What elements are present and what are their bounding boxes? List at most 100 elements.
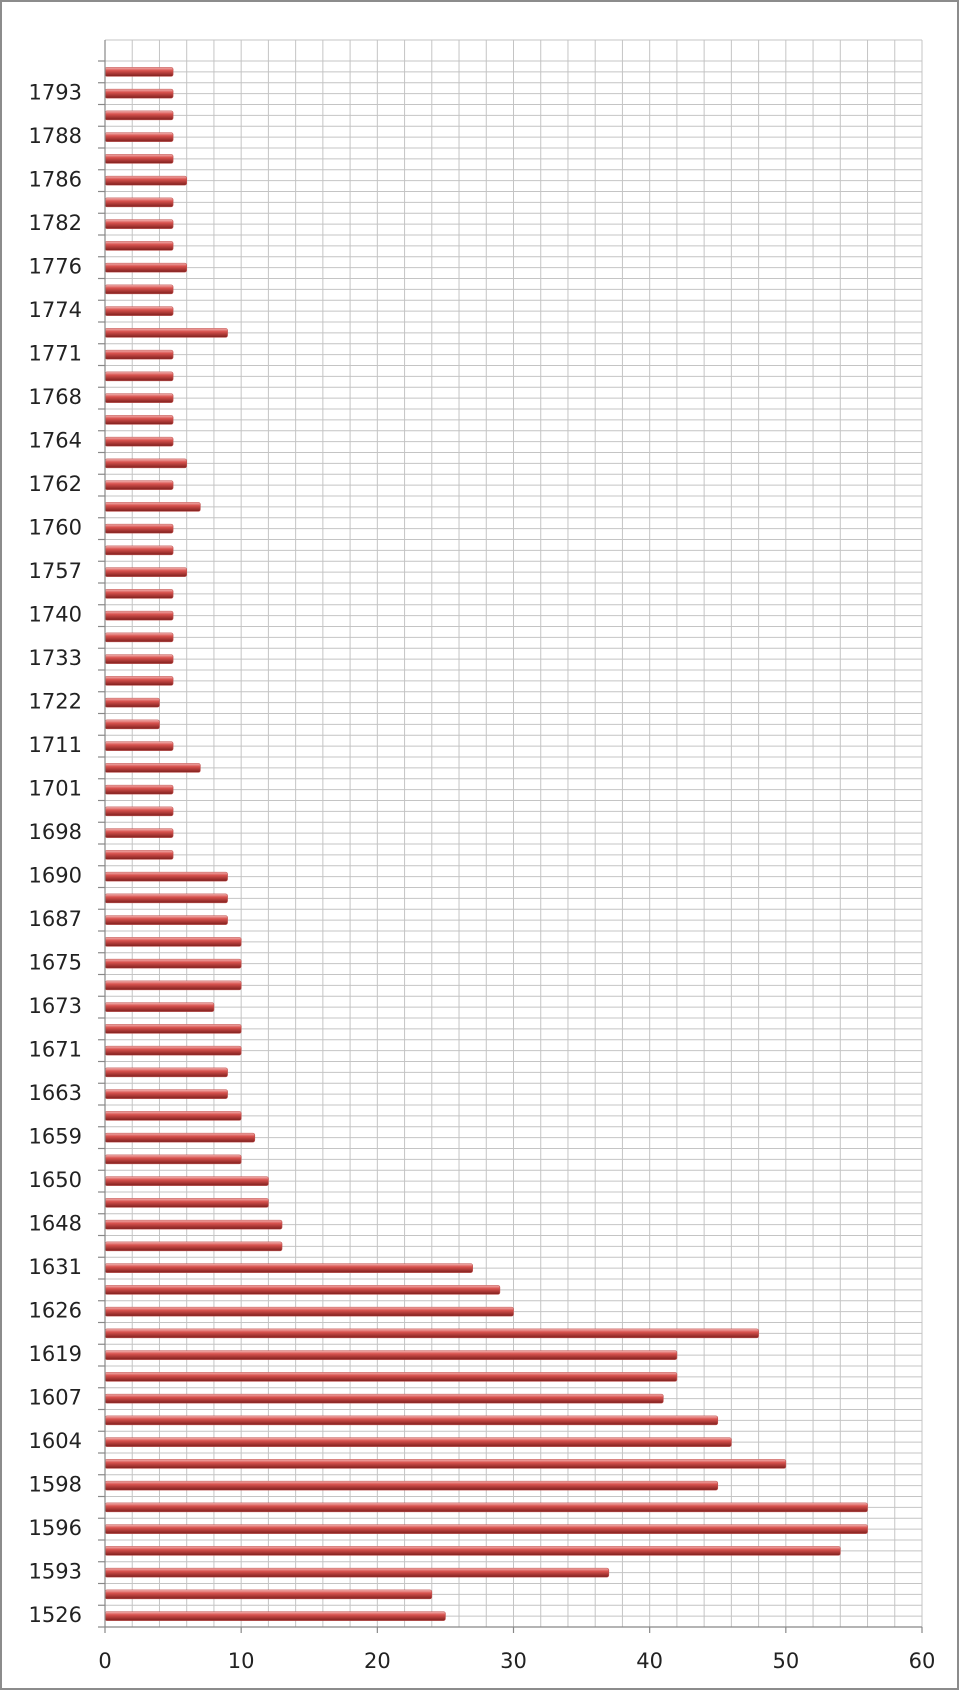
bar [104, 1045, 242, 1056]
y-tick-label: 1762 [29, 472, 82, 496]
bar [104, 1480, 719, 1491]
y-tick-label: 1526 [29, 1603, 82, 1627]
bar [104, 1611, 446, 1621]
bar [104, 632, 174, 643]
bar [104, 154, 174, 164]
bar [104, 1372, 678, 1382]
bar [104, 502, 201, 512]
y-tick-label: 1675 [29, 951, 82, 975]
bar [104, 371, 174, 382]
y-tick-label: 1650 [29, 1168, 82, 1192]
bar [104, 436, 174, 447]
bar [104, 1002, 215, 1012]
y-tick-label: 1648 [29, 1212, 82, 1236]
bar [104, 719, 160, 730]
bar [104, 1198, 269, 1208]
bar [104, 1546, 841, 1556]
bar [104, 1285, 501, 1295]
y-tick-label: 1740 [29, 603, 82, 627]
y-tick-label: 1760 [29, 516, 82, 540]
y-tick-label: 1722 [29, 690, 82, 714]
bar [104, 1350, 678, 1360]
y-tick-label: 1607 [29, 1386, 82, 1410]
y-tick-label: 1690 [29, 864, 82, 888]
bar [104, 349, 174, 360]
bar [104, 1089, 228, 1099]
bar [104, 67, 174, 77]
bar [104, 980, 242, 991]
y-tick-label: 1701 [29, 777, 82, 801]
bar [104, 241, 174, 251]
bar [104, 480, 174, 490]
bar [104, 763, 201, 773]
x-tick-label: 0 [98, 1649, 111, 1673]
bar [104, 676, 174, 686]
bar [104, 1459, 787, 1469]
y-tick-label: 1659 [29, 1125, 82, 1149]
x-tick-label: 60 [909, 1649, 936, 1673]
bar [104, 219, 174, 229]
bar [104, 1502, 868, 1513]
x-tick-label: 50 [772, 1649, 799, 1673]
x-tick-label: 20 [364, 1649, 391, 1673]
bar [104, 893, 228, 904]
y-tick-label: 1776 [29, 255, 82, 279]
x-tick-label: 40 [636, 1649, 663, 1673]
marks [104, 67, 868, 1621]
bar [104, 306, 174, 316]
y-tick-label: 1631 [29, 1255, 82, 1279]
bar [104, 589, 174, 599]
y-tick-label: 1733 [29, 646, 82, 670]
bar [104, 567, 187, 577]
bar [104, 1219, 283, 1230]
bar [104, 806, 174, 817]
bar [104, 1176, 269, 1186]
y-tick-label: 1764 [29, 429, 82, 453]
y-tick-label: 1619 [29, 1342, 82, 1366]
y-tick-label: 1771 [29, 342, 82, 366]
bar [104, 828, 174, 838]
y-tick-label: 1757 [29, 559, 82, 583]
y-tick-label: 1768 [29, 385, 82, 409]
bar [104, 1263, 473, 1273]
bar [104, 328, 228, 338]
bar [104, 958, 242, 969]
bar [104, 1415, 719, 1426]
bar [104, 1567, 610, 1578]
bar [104, 1067, 228, 1078]
y-tick-label: 1687 [29, 907, 82, 931]
bar [104, 1132, 256, 1143]
bar [104, 458, 187, 469]
bar [104, 937, 242, 947]
y-tick-label: 1786 [29, 168, 82, 192]
bar [104, 284, 174, 295]
y-tick-label: 1626 [29, 1299, 82, 1323]
bar [104, 610, 174, 621]
y-tick-label: 1598 [29, 1473, 82, 1497]
bar [104, 1241, 283, 1252]
x-tick-label: 10 [228, 1649, 255, 1673]
bar [104, 415, 174, 425]
y-tick-label: 1774 [29, 298, 82, 322]
bar [104, 1524, 868, 1534]
bar [104, 784, 174, 795]
bar [104, 110, 174, 121]
bar [104, 1589, 433, 1600]
bar [104, 1306, 514, 1317]
bar [104, 915, 228, 925]
bar [104, 262, 187, 273]
y-tick-label: 1673 [29, 994, 82, 1018]
bar [104, 1154, 242, 1165]
bar [104, 1437, 732, 1447]
bar [104, 393, 174, 403]
bar [104, 697, 160, 708]
bar [104, 1393, 664, 1404]
bar [104, 741, 174, 751]
bar [104, 132, 174, 142]
bar [104, 871, 228, 882]
y-tick-label: 1604 [29, 1429, 82, 1453]
y-tick-label: 1793 [29, 81, 82, 105]
bar [104, 850, 174, 860]
